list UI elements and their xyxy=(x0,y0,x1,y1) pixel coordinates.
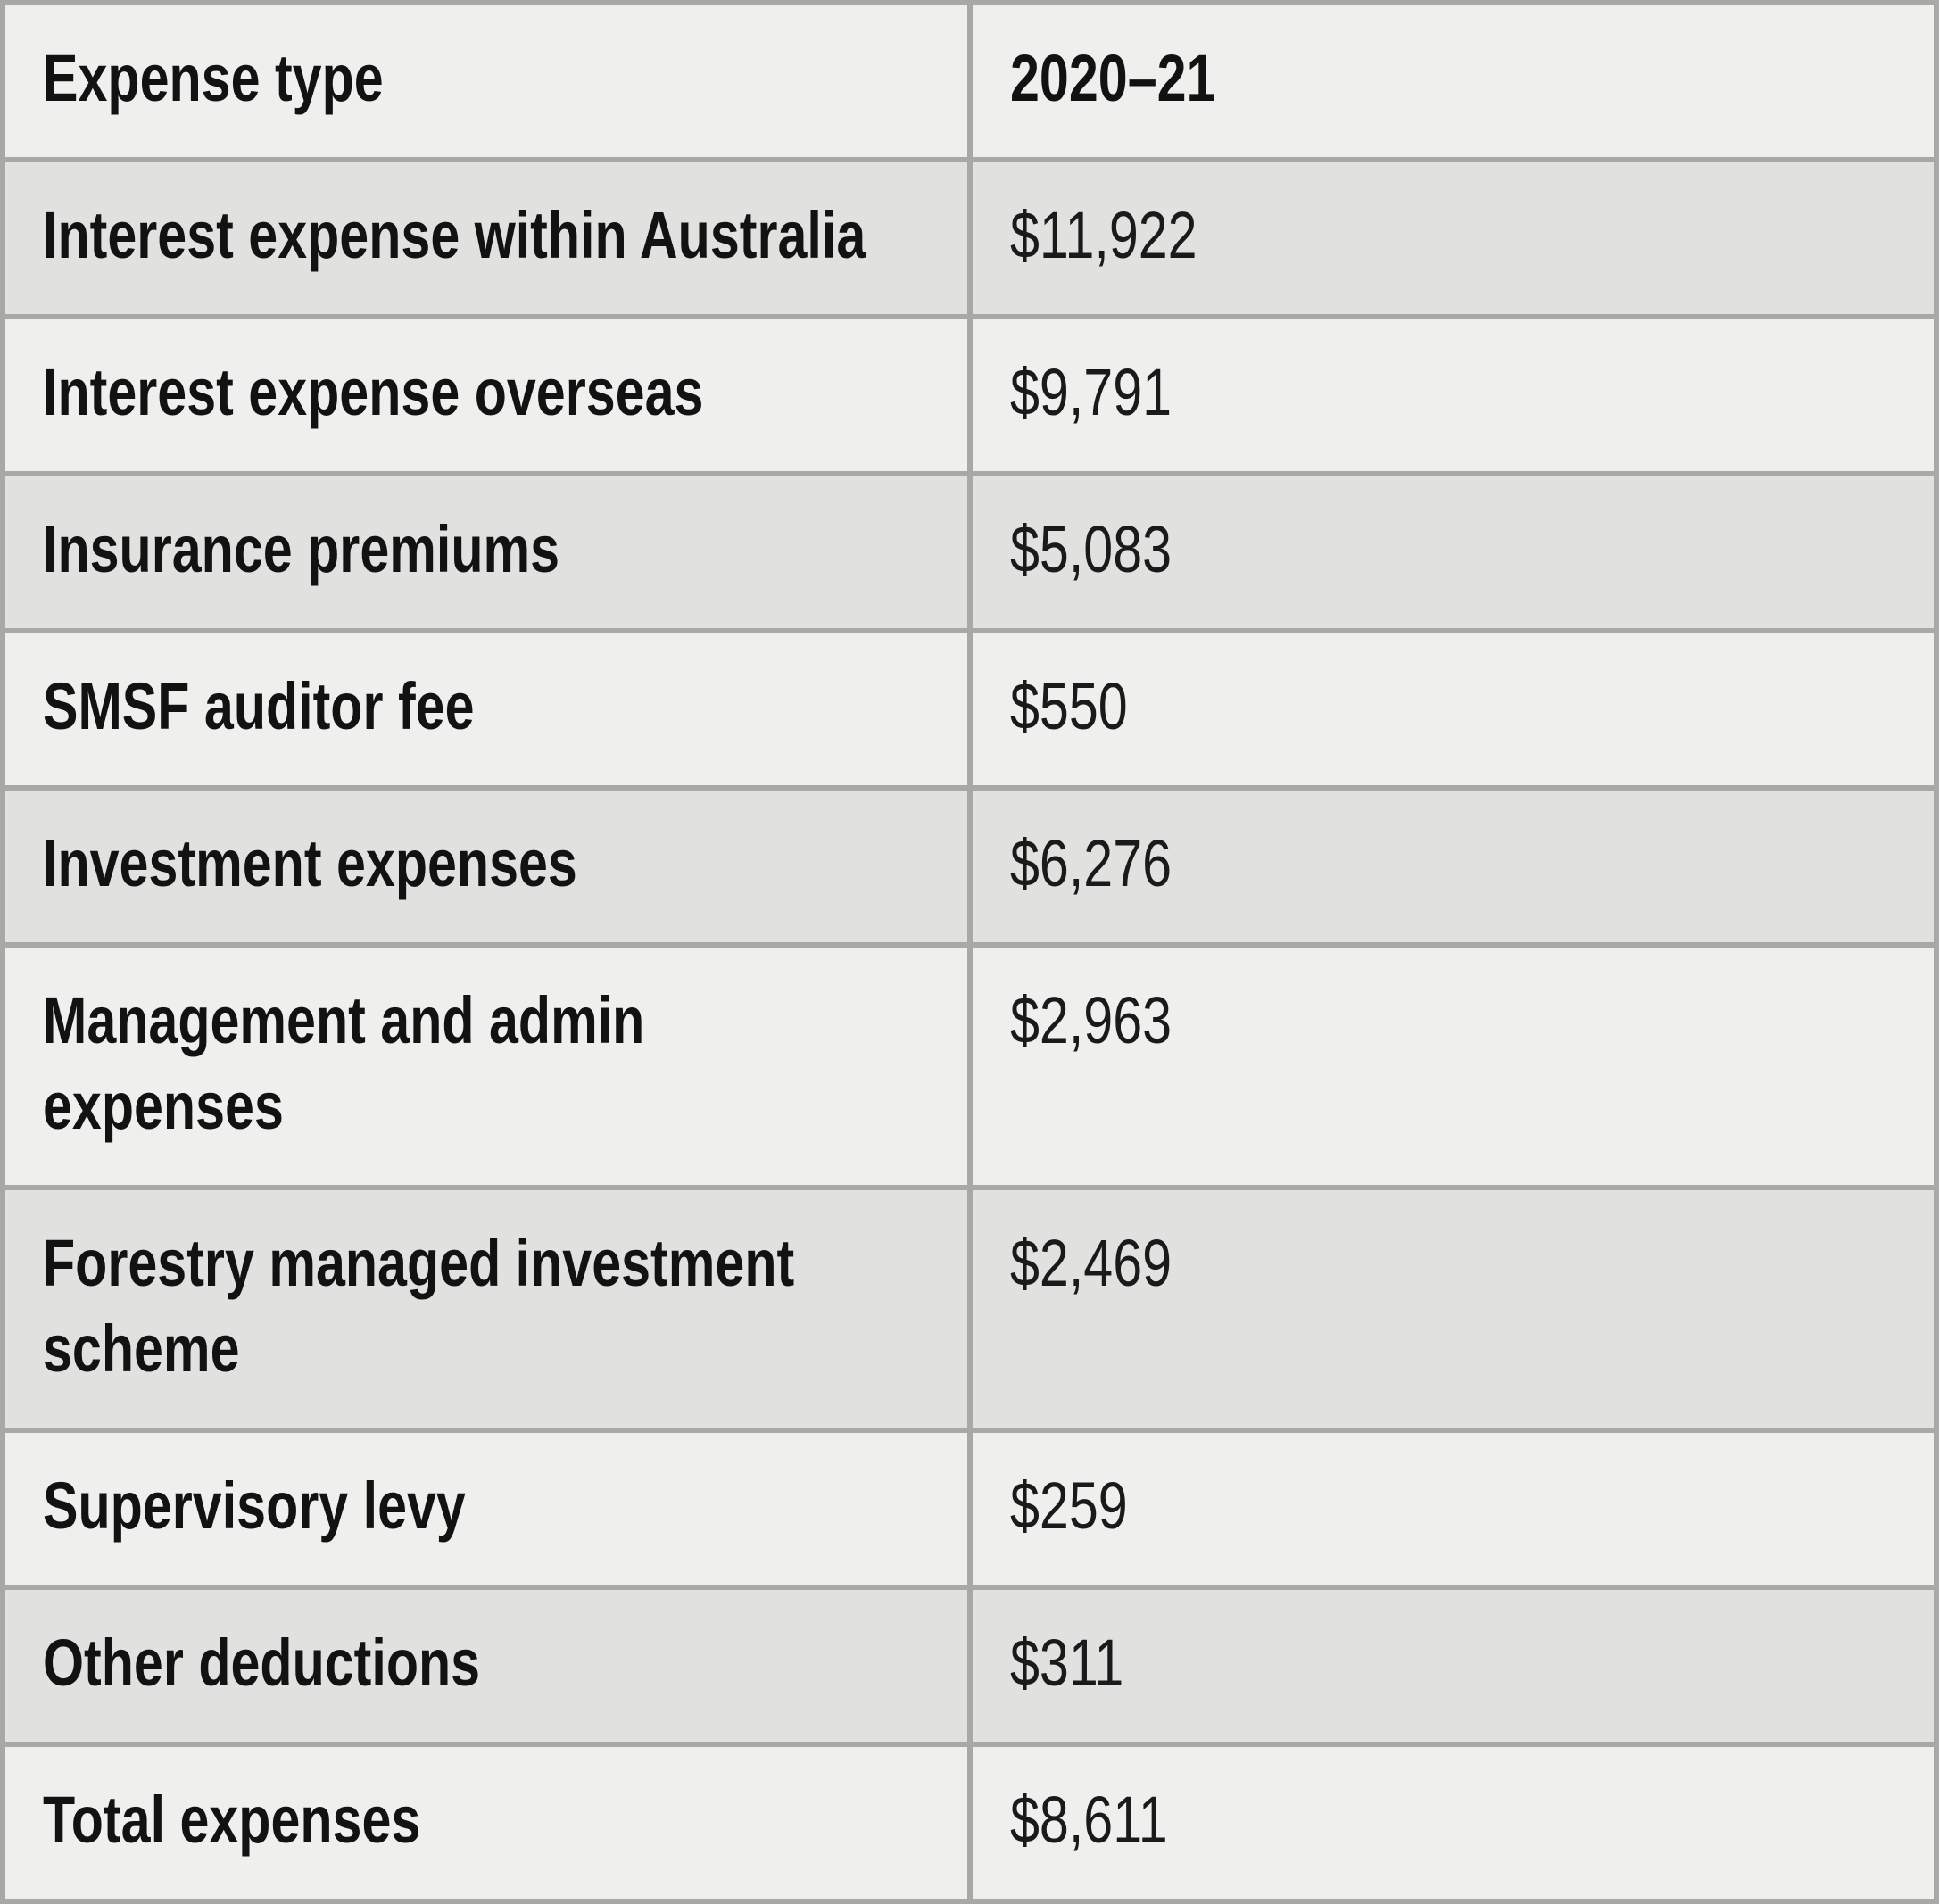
col-header-expense-type: Expense type xyxy=(0,0,973,162)
expense-value-cell: $550 xyxy=(966,628,1939,791)
expense-value: $259 xyxy=(1009,1469,1128,1543)
expense-label: Supervisory levy xyxy=(43,1469,466,1543)
expense-label: Interest expense within Australia xyxy=(43,198,866,272)
expense-value: $8,611 xyxy=(1009,1783,1168,1857)
expense-label: Forestry managed investment scheme xyxy=(43,1226,795,1386)
expense-label-cell: Forestry managed investment scheme xyxy=(0,1185,973,1433)
expense-label: Other deductions xyxy=(43,1626,481,1700)
expense-value: $550 xyxy=(1009,669,1128,743)
expense-value-cell: $9,791 xyxy=(966,314,1939,476)
table-row: Supervisory levy $259 xyxy=(0,1428,1939,1590)
expense-label-cell: Management and admin expenses xyxy=(0,942,973,1190)
expense-value-cell: $5,083 xyxy=(966,471,1939,633)
expense-label-cell: Interest expense within Australia xyxy=(0,157,973,319)
expense-value-cell: $2,469 xyxy=(966,1185,1939,1433)
expense-label: SMSF auditor fee xyxy=(43,669,475,743)
expense-label-cell: Other deductions xyxy=(0,1585,973,1747)
header-row: Expense type 2020–21 xyxy=(0,0,1939,162)
expense-label: Insurance premiums xyxy=(43,512,560,586)
expense-value: $9,791 xyxy=(1009,355,1172,429)
col-header-year: 2020–21 xyxy=(966,0,1939,162)
expense-value-cell: $8,611 xyxy=(966,1742,1939,1904)
col-header-expense-type-label: Expense type xyxy=(43,41,384,115)
table-row: Management and admin expenses $2,963 xyxy=(0,942,1939,1190)
table-row: Forestry managed investment scheme $2,46… xyxy=(0,1185,1939,1433)
expense-label-cell: SMSF auditor fee xyxy=(0,628,973,791)
table-row: SMSF auditor fee $550 xyxy=(0,628,1939,791)
expense-label: Total expenses xyxy=(43,1783,421,1857)
expense-label-cell: Interest expense overseas xyxy=(0,314,973,476)
table-row: Total expenses $8,611 xyxy=(0,1742,1939,1904)
expense-label-cell: Supervisory levy xyxy=(0,1428,973,1590)
expense-label-cell: Investment expenses xyxy=(0,785,973,948)
table-row: Other deductions $311 xyxy=(0,1585,1939,1747)
expense-label: Investment expenses xyxy=(43,826,577,900)
table-row: Insurance premiums $5,083 xyxy=(0,471,1939,633)
expense-value: $11,922 xyxy=(1009,198,1197,272)
expense-value-cell: $6,276 xyxy=(966,785,1939,948)
table-row: Interest expense within Australia $11,92… xyxy=(0,157,1939,319)
table-row: Interest expense overseas $9,791 xyxy=(0,314,1939,476)
col-header-year-label: 2020–21 xyxy=(1009,41,1215,115)
expense-value: $2,469 xyxy=(1009,1226,1172,1300)
expense-label-cell: Total expenses xyxy=(0,1742,973,1904)
expense-value: $5,083 xyxy=(1009,512,1172,586)
expense-label: Interest expense overseas xyxy=(43,355,704,429)
expense-value-cell: $311 xyxy=(966,1585,1939,1747)
expense-label: Management and admin expenses xyxy=(43,983,645,1143)
expense-value: $6,276 xyxy=(1009,826,1172,900)
expense-value-cell: $259 xyxy=(966,1428,1939,1590)
expense-label-cell: Insurance premiums xyxy=(0,471,973,633)
expense-value: $311 xyxy=(1009,1626,1123,1700)
expense-value: $2,963 xyxy=(1009,983,1172,1057)
table-row: Investment expenses $6,276 xyxy=(0,785,1939,948)
expense-value-cell: $11,922 xyxy=(966,157,1939,319)
expense-value-cell: $2,963 xyxy=(966,942,1939,1190)
